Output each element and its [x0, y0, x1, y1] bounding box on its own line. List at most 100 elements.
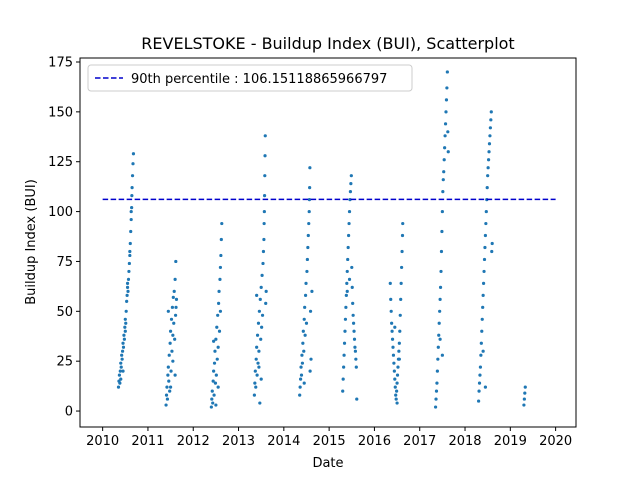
data-point — [435, 369, 439, 373]
data-point — [302, 317, 306, 321]
data-point — [437, 321, 441, 325]
data-point — [259, 285, 263, 289]
data-point — [346, 245, 350, 250]
data-point — [257, 309, 261, 313]
legend-box — [87, 64, 413, 92]
data-point — [439, 249, 444, 254]
data-point — [168, 329, 173, 333]
data-point — [119, 365, 123, 369]
data-point — [481, 349, 485, 353]
x-tick-label: 2010 — [86, 434, 119, 449]
data-point — [258, 297, 262, 301]
data-point — [395, 373, 400, 377]
data-point — [166, 309, 170, 313]
data-point — [433, 405, 438, 409]
data-point — [210, 389, 214, 393]
data-point — [165, 397, 170, 401]
data-point — [438, 309, 442, 313]
data-point — [399, 297, 403, 301]
data-point — [300, 353, 304, 357]
data-point — [486, 158, 491, 162]
data-point — [254, 385, 258, 389]
data-point — [130, 186, 134, 190]
data-point — [130, 174, 135, 178]
data-point — [301, 329, 305, 333]
data-point — [263, 154, 267, 158]
data-point — [477, 389, 481, 393]
data-point — [306, 233, 310, 238]
data-point — [522, 403, 526, 407]
data-point — [483, 233, 488, 238]
data-point — [255, 293, 259, 297]
x-tick-label: 2020 — [539, 434, 572, 449]
data-point — [441, 178, 445, 182]
data-point — [173, 373, 177, 377]
legend: 90th percentile : 106.15118865966797 — [87, 64, 413, 92]
data-point — [123, 317, 127, 321]
data-point — [262, 209, 266, 214]
data-point — [116, 385, 121, 389]
data-point — [352, 329, 356, 333]
data-point — [523, 385, 527, 389]
data-point — [487, 142, 492, 146]
data-point — [121, 369, 125, 373]
data-point — [218, 265, 223, 270]
data-point — [302, 349, 306, 353]
data-point — [213, 349, 217, 353]
data-point — [400, 249, 404, 254]
data-point — [309, 357, 313, 361]
data-point — [434, 397, 438, 401]
data-point — [212, 393, 216, 397]
data-point — [342, 341, 347, 345]
x-tick-label: 2016 — [358, 434, 391, 449]
data-point — [213, 381, 218, 385]
data-point — [490, 241, 494, 246]
data-points — [116, 70, 527, 409]
data-point — [257, 365, 261, 369]
data-point — [173, 337, 177, 341]
data-point — [119, 361, 123, 365]
data-point — [168, 385, 173, 389]
data-point — [119, 377, 123, 381]
data-point — [480, 329, 484, 333]
data-point — [173, 277, 177, 281]
data-point — [298, 393, 302, 397]
data-point — [128, 241, 132, 246]
data-point — [341, 389, 345, 393]
data-point — [212, 361, 217, 365]
data-point — [444, 110, 448, 114]
data-point — [130, 205, 134, 210]
x-tick-label: 2011 — [131, 434, 164, 449]
data-point — [341, 377, 345, 381]
data-point — [219, 237, 223, 242]
data-point — [129, 229, 133, 234]
data-point — [254, 357, 258, 361]
data-point — [255, 345, 259, 349]
data-point — [168, 389, 172, 393]
data-point — [389, 309, 393, 313]
chart-title: REVELSTOKE - Buildup Index (BUI), Scatte… — [141, 34, 514, 53]
data-point — [355, 397, 359, 401]
data-point — [344, 293, 348, 297]
data-point — [307, 221, 311, 226]
y-tick-label: 0 — [65, 405, 73, 420]
data-point — [479, 341, 483, 345]
data-point — [256, 361, 260, 365]
data-point — [305, 257, 309, 262]
plot-frame — [79, 57, 577, 428]
data-point — [310, 289, 314, 293]
data-point — [438, 337, 442, 341]
data-point — [445, 86, 449, 90]
data-point — [443, 146, 447, 150]
data-point — [260, 313, 265, 317]
data-point — [304, 281, 308, 285]
data-point — [299, 377, 303, 381]
data-point — [487, 150, 491, 154]
data-point — [390, 321, 394, 325]
data-point — [439, 269, 443, 274]
data-point — [388, 281, 392, 285]
data-point — [129, 209, 133, 214]
data-point — [478, 373, 482, 377]
data-point — [216, 313, 220, 317]
data-point — [258, 401, 262, 405]
